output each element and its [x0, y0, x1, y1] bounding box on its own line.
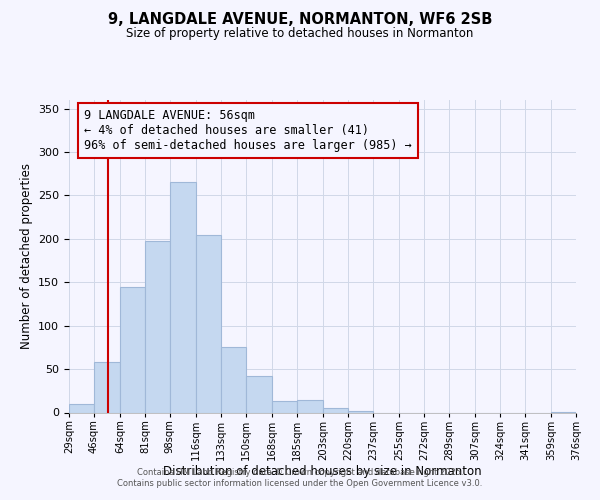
Bar	[323, 408, 348, 412]
X-axis label: Distribution of detached houses by size in Normanton: Distribution of detached houses by size …	[163, 466, 482, 478]
Bar	[348, 411, 373, 412]
Bar	[120, 286, 145, 412]
Text: Contains HM Land Registry data © Crown copyright and database right 2025.
Contai: Contains HM Land Registry data © Crown c…	[118, 468, 482, 487]
Bar	[196, 234, 221, 412]
Bar	[170, 182, 196, 412]
Bar	[94, 362, 120, 412]
Bar	[246, 376, 272, 412]
Bar	[69, 404, 94, 412]
Bar	[221, 348, 246, 412]
Bar	[145, 240, 170, 412]
Bar	[297, 400, 323, 412]
Text: Size of property relative to detached houses in Normanton: Size of property relative to detached ho…	[127, 28, 473, 40]
Text: 9, LANGDALE AVENUE, NORMANTON, WF6 2SB: 9, LANGDALE AVENUE, NORMANTON, WF6 2SB	[108, 12, 492, 28]
Text: 9 LANGDALE AVENUE: 56sqm
← 4% of detached houses are smaller (41)
96% of semi-de: 9 LANGDALE AVENUE: 56sqm ← 4% of detache…	[84, 110, 412, 152]
Bar	[272, 401, 297, 412]
Y-axis label: Number of detached properties: Number of detached properties	[20, 163, 32, 349]
